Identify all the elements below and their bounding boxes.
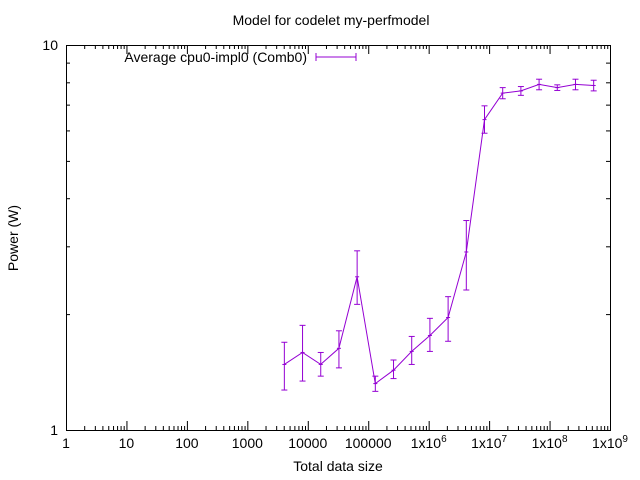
x-axis: 1 10 100 1000 10000 100000 1x106 1x107 1x108 1x10…	[62, 45, 628, 451]
x-tick-label: 10000	[288, 435, 327, 451]
x-tick-label: 1	[62, 435, 70, 451]
y-axis: 1 10	[42, 37, 610, 438]
x-tick-label: 100000	[345, 435, 392, 451]
x-axis-label: Total data size	[293, 458, 383, 474]
y-axis-label: Power (W)	[5, 205, 21, 271]
x-tick-label: 100	[175, 435, 199, 451]
series-layer	[281, 78, 597, 392]
legend-label: Average cpu0-impl0 (Comb0)	[124, 49, 307, 65]
x-tick-label: 1x109	[592, 434, 628, 451]
plot-frame	[66, 45, 611, 431]
y-tick-label: 1	[50, 422, 58, 438]
chart-title: Model for codelet my-perfmodel	[233, 12, 430, 28]
x-tick-label: 1000	[232, 435, 263, 451]
x-tick-label: 1x106	[411, 434, 447, 451]
x-tick-label: 1x108	[532, 434, 568, 451]
legend: Average cpu0-impl0 (Comb0)	[124, 49, 357, 65]
x-tick-label: 10	[119, 435, 135, 451]
series-line	[284, 83, 594, 385]
x-tick-label: 1x107	[471, 434, 507, 451]
y-tick-label: 10	[42, 37, 58, 53]
